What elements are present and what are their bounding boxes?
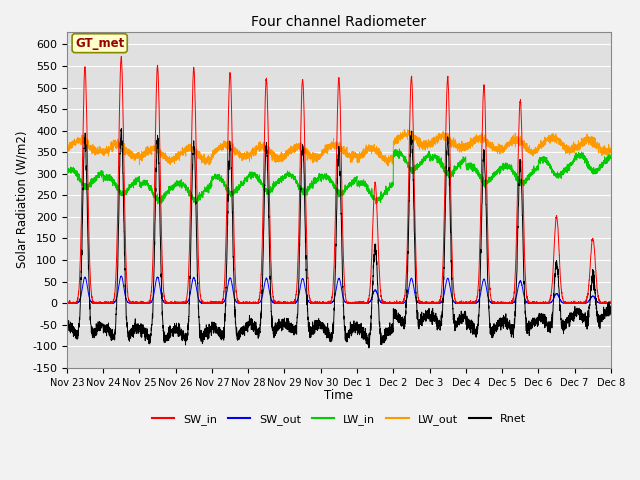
Rnet (492, 323, 500, 329)
LW_in (396, 146, 403, 152)
X-axis label: Time: Time (324, 389, 353, 402)
LW_in (492, 171, 500, 177)
SW_out (319, 300, 326, 306)
LW_out (461, 144, 468, 150)
Line: LW_in: LW_in (67, 149, 611, 204)
SW_in (607, 300, 614, 306)
SW_out (161, 300, 168, 306)
Legend: SW_in, SW_out, LW_in, LW_out, Rnet: SW_in, SW_out, LW_in, LW_out, Rnet (147, 410, 531, 430)
Line: SW_in: SW_in (67, 57, 611, 303)
SW_out (117, 273, 125, 279)
LW_out (431, 134, 438, 140)
LW_in (192, 201, 200, 207)
LW_in (319, 175, 326, 181)
Line: LW_out: LW_out (67, 130, 611, 166)
SW_out (492, 300, 499, 306)
LW_in (607, 155, 614, 161)
SW_in (63, 300, 71, 306)
Rnet (118, 126, 125, 132)
LW_in (161, 191, 168, 197)
SW_in (492, 300, 499, 306)
LW_out (607, 148, 614, 154)
SW_out (431, 300, 438, 306)
LW_out (319, 149, 326, 155)
Rnet (365, 345, 372, 351)
LW_out (63, 145, 71, 151)
Title: Four channel Radiometer: Four channel Radiometer (252, 15, 426, 29)
LW_in (63, 171, 71, 177)
LW_out (161, 155, 168, 161)
Text: GT_met: GT_met (75, 36, 124, 50)
SW_out (607, 300, 614, 306)
Rnet (461, 308, 468, 314)
SW_in (461, 300, 468, 306)
LW_out (607, 146, 614, 152)
Rnet (431, 319, 438, 324)
LW_out (401, 127, 408, 132)
SW_in (161, 296, 168, 302)
Rnet (161, 333, 168, 339)
SW_out (607, 300, 614, 306)
SW_in (431, 299, 438, 305)
LW_out (492, 145, 500, 151)
LW_in (607, 152, 614, 157)
Rnet (607, 307, 614, 312)
SW_in (118, 54, 125, 60)
SW_in (607, 300, 614, 306)
Y-axis label: Solar Radiation (W/m2): Solar Radiation (W/m2) (15, 131, 28, 268)
Rnet (63, 326, 71, 332)
Line: Rnet: Rnet (67, 129, 611, 348)
Line: SW_out: SW_out (67, 276, 611, 303)
SW_out (461, 300, 468, 306)
SW_in (319, 300, 326, 306)
SW_out (63, 300, 71, 306)
LW_in (461, 156, 468, 162)
LW_out (385, 163, 392, 169)
Rnet (607, 305, 614, 311)
Rnet (319, 326, 326, 332)
LW_in (431, 151, 438, 157)
